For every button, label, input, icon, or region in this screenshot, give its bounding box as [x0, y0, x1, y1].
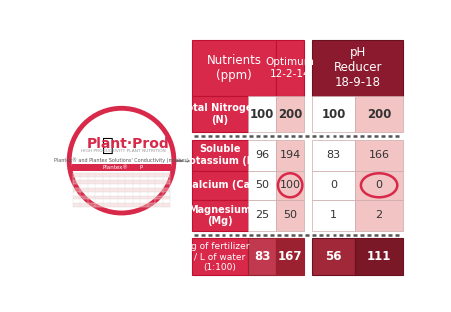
FancyBboxPatch shape	[354, 140, 402, 171]
Text: 111: 111	[366, 251, 391, 263]
FancyBboxPatch shape	[73, 203, 170, 207]
FancyBboxPatch shape	[276, 96, 304, 132]
FancyBboxPatch shape	[192, 140, 247, 171]
FancyBboxPatch shape	[73, 180, 170, 184]
Text: P: P	[139, 165, 143, 170]
Text: 50: 50	[254, 180, 268, 190]
FancyBboxPatch shape	[73, 196, 170, 199]
Text: Optimum
12-2-14: Optimum 12-2-14	[265, 57, 314, 79]
Text: Nutrients
(ppm): Nutrients (ppm)	[207, 54, 261, 82]
Text: HIGH PRODUCTIVITY PLANT NUTRITION: HIGH PRODUCTIVITY PLANT NUTRITION	[81, 149, 165, 153]
Text: pH
Reducer
18-9-18: pH Reducer 18-9-18	[333, 46, 382, 89]
Text: 167: 167	[277, 251, 302, 263]
FancyBboxPatch shape	[72, 157, 170, 164]
FancyBboxPatch shape	[354, 171, 402, 200]
FancyBboxPatch shape	[312, 96, 354, 132]
FancyBboxPatch shape	[276, 200, 304, 231]
Text: 200: 200	[366, 108, 391, 120]
Text: Plantex® and Plantex Solutions' Conductivity (mmhos): Plantex® and Plantex Solutions' Conducti…	[54, 158, 189, 163]
Text: Soluble
Potassium (K): Soluble Potassium (K)	[181, 144, 258, 166]
FancyBboxPatch shape	[192, 40, 276, 96]
Text: Plantex®: Plantex®	[102, 165, 128, 170]
Text: 0: 0	[375, 180, 382, 190]
FancyBboxPatch shape	[247, 171, 276, 200]
FancyBboxPatch shape	[247, 200, 276, 231]
Text: 50: 50	[282, 210, 296, 220]
FancyBboxPatch shape	[73, 188, 170, 192]
FancyBboxPatch shape	[312, 238, 354, 275]
Text: 2: 2	[375, 210, 382, 220]
FancyBboxPatch shape	[276, 40, 304, 96]
Text: 96: 96	[254, 150, 268, 160]
Circle shape	[69, 108, 174, 213]
Text: 25: 25	[254, 210, 268, 220]
Text: 0: 0	[329, 180, 336, 190]
FancyBboxPatch shape	[312, 140, 354, 171]
Text: 83: 83	[326, 150, 340, 160]
FancyBboxPatch shape	[312, 40, 402, 96]
FancyBboxPatch shape	[276, 171, 304, 200]
Text: Magnesium
(Mg): Magnesium (Mg)	[188, 204, 251, 226]
FancyBboxPatch shape	[192, 171, 247, 200]
Text: Plant·Prod: Plant·Prod	[86, 137, 169, 151]
Text: 1: 1	[329, 210, 336, 220]
Text: 56: 56	[325, 251, 341, 263]
Text: 100: 100	[279, 180, 300, 190]
FancyBboxPatch shape	[354, 238, 402, 275]
FancyBboxPatch shape	[247, 238, 276, 275]
FancyBboxPatch shape	[247, 96, 276, 132]
FancyBboxPatch shape	[354, 96, 402, 132]
Text: 100: 100	[249, 108, 274, 120]
Text: 194: 194	[279, 150, 300, 160]
Circle shape	[70, 110, 172, 212]
FancyBboxPatch shape	[73, 173, 170, 177]
FancyBboxPatch shape	[276, 140, 304, 171]
FancyBboxPatch shape	[312, 171, 354, 200]
Text: 200: 200	[277, 108, 302, 120]
Text: g of fertilizer
/ L of water
(1:100): g of fertilizer / L of water (1:100)	[190, 242, 249, 272]
FancyBboxPatch shape	[312, 200, 354, 231]
FancyBboxPatch shape	[192, 96, 247, 132]
Text: 100: 100	[321, 108, 345, 120]
FancyBboxPatch shape	[72, 164, 170, 171]
Text: 83: 83	[253, 251, 270, 263]
FancyBboxPatch shape	[192, 238, 247, 275]
FancyBboxPatch shape	[247, 140, 276, 171]
FancyBboxPatch shape	[192, 200, 247, 231]
Text: Total Nitrogen
(N): Total Nitrogen (N)	[180, 103, 259, 125]
Text: Calcium (Ca): Calcium (Ca)	[185, 180, 254, 190]
Text: 🌿: 🌿	[101, 136, 113, 155]
FancyBboxPatch shape	[354, 200, 402, 231]
Text: 166: 166	[368, 150, 389, 160]
FancyBboxPatch shape	[276, 238, 304, 275]
